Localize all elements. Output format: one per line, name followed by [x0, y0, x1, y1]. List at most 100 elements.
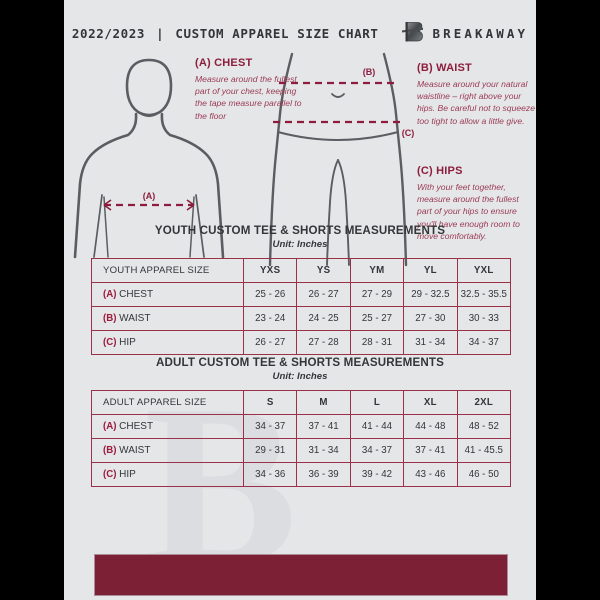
lower-body-figure — [268, 52, 408, 267]
table-row: (C) HIP 34 - 36 36 - 39 39 - 42 43 - 46 … — [91, 462, 512, 487]
youth-row-0-name: CHEST — [119, 289, 154, 300]
adult-cell-2-1: 36 - 39 — [296, 462, 351, 487]
adult-cell-2-0: 34 - 36 — [242, 462, 298, 487]
callout-hips-body: With your feet together, measure around … — [417, 182, 520, 241]
measurement-diagram: (A) (B) — [64, 52, 536, 267]
youth-table-header-row: YOUTH APPAREL SIZE YXS YS YM YL YXL — [91, 258, 512, 283]
youth-cell-0-4: 32.5 - 35.5 — [456, 282, 512, 307]
adult-cell-0-4: 48 - 52 — [456, 414, 512, 439]
callout-hips-title: (C) HIPS — [417, 165, 463, 177]
youth-header-label: YOUTH APPAREL SIZE — [91, 258, 244, 283]
callout-waist-title: (B) WAIST — [417, 62, 472, 74]
youth-cell-1-3: 27 - 30 — [403, 306, 458, 331]
adult-col-3: XL — [403, 390, 458, 415]
youth-col-3: YL — [403, 258, 458, 283]
adult-cell-2-2: 39 - 42 — [349, 462, 405, 487]
adult-row-2-name: HIP — [119, 469, 136, 480]
adult-cell-0-2: 41 - 44 — [349, 414, 405, 439]
adult-row-0-name: CHEST — [119, 421, 154, 432]
adult-size-table: ADULT APPAREL SIZE S M L XL 2XL (A) CHES… — [91, 390, 512, 487]
page-header: 2022/2023 | CUSTOM APPAREL SIZE CHART — [64, 18, 536, 48]
size-chart-sheet: B 2022/2023 | CUSTOM APPAREL SIZE CHART — [64, 0, 536, 600]
youth-row-1-label: (B) WAIST — [91, 306, 244, 331]
body-figures-illustration: (A) (B) — [73, 52, 415, 267]
adult-col-1: M — [296, 390, 351, 415]
adult-row-2-label: (C) HIP — [91, 462, 244, 487]
waist-marker-label: (B) — [363, 67, 376, 77]
youth-row-0-tag: (A) — [103, 289, 117, 300]
callout-chest: (A) CHEST Measure around the fullest par… — [195, 57, 307, 122]
youth-cell-1-4: 30 - 33 — [456, 306, 512, 331]
youth-cell-1-1: 24 - 25 — [296, 306, 351, 331]
header-separator: | — [156, 25, 165, 41]
youth-cell-2-0: 26 - 27 — [242, 330, 298, 355]
youth-row-0-label: (A) CHEST — [91, 282, 244, 307]
adult-row-2-tag: (C) — [103, 469, 117, 480]
callout-hips: (C) HIPS With your feet together, measur… — [417, 165, 535, 242]
callout-waist: (B) WAIST Measure around your natural wa… — [417, 62, 535, 127]
page-title: 2022/2023 | CUSTOM APPAREL SIZE CHART — [72, 26, 379, 41]
youth-cell-1-2: 25 - 27 — [349, 306, 405, 331]
adult-cell-0-0: 34 - 37 — [242, 414, 298, 439]
chest-measure-line — [103, 199, 195, 211]
table-row: (A) CHEST 34 - 37 37 - 41 41 - 44 44 - 4… — [91, 414, 512, 439]
youth-col-2: YM — [349, 258, 405, 283]
header-title-text: CUSTOM APPAREL SIZE CHART — [175, 25, 379, 41]
brand-name: BREAKAWAY — [432, 25, 529, 41]
youth-title-text: YOUTH CUSTOM TEE & SHORTS MEASUREMENTS — [154, 224, 446, 237]
table-row: (C) HIP 26 - 27 27 - 28 28 - 31 31 - 34 … — [91, 330, 512, 355]
chest-marker-label: (A) — [143, 191, 156, 201]
youth-row-2-tag: (C) — [103, 337, 117, 348]
youth-row-2-name: HIP — [119, 337, 136, 348]
youth-col-1: YS — [296, 258, 351, 283]
brand-lockup: BREAKAWAY — [401, 20, 529, 47]
adult-cell-2-3: 43 - 46 — [403, 462, 458, 487]
adult-table-header-row: ADULT APPAREL SIZE S M L XL 2XL — [91, 390, 512, 415]
adult-col-0: S — [242, 390, 298, 415]
upper-body-figure — [73, 58, 225, 259]
adult-col-4: 2XL — [456, 390, 512, 415]
youth-cell-2-1: 27 - 28 — [296, 330, 351, 355]
youth-cell-0-0: 25 - 26 — [242, 282, 298, 307]
hips-marker-label: (C) — [402, 128, 415, 138]
callout-chest-title: (A) CHEST — [195, 57, 253, 69]
header-season: 2022/2023 — [71, 25, 145, 41]
adult-row-1-label: (B) WAIST — [91, 438, 244, 463]
adult-title-text: ADULT CUSTOM TEE & SHORTS MEASUREMENTS — [155, 356, 445, 369]
adult-cell-0-3: 44 - 48 — [403, 414, 458, 439]
youth-cell-2-4: 34 - 37 — [456, 330, 512, 355]
adult-row-0-tag: (A) — [103, 421, 117, 432]
youth-cell-2-3: 31 - 34 — [403, 330, 458, 355]
callout-chest-body: Measure around the fullest part of your … — [195, 74, 302, 121]
adult-cell-1-4: 41 - 45.5 — [456, 438, 512, 463]
adult-cell-2-4: 46 - 50 — [456, 462, 512, 487]
footer-banner — [94, 554, 508, 596]
youth-section-title: YOUTH CUSTOM TEE & SHORTS MEASUREMENTS U… — [64, 224, 536, 250]
adult-cell-0-1: 37 - 41 — [296, 414, 351, 439]
adult-row-0-label: (A) CHEST — [91, 414, 244, 439]
adult-row-1-name: WAIST — [119, 445, 151, 456]
breakaway-b-logo-icon — [401, 21, 423, 41]
table-row: (B) WAIST 23 - 24 24 - 25 25 - 27 27 - 3… — [91, 306, 512, 331]
youth-cell-0-1: 26 - 27 — [296, 282, 351, 307]
youth-cell-0-3: 29 - 32.5 — [403, 282, 458, 307]
adult-cell-1-2: 34 - 37 — [349, 438, 405, 463]
adult-cell-1-3: 37 - 41 — [403, 438, 458, 463]
adult-cell-1-1: 31 - 34 — [296, 438, 351, 463]
adult-header-label: ADULT APPAREL SIZE — [91, 390, 244, 415]
youth-cell-1-0: 23 - 24 — [242, 306, 298, 331]
youth-cell-2-2: 28 - 31 — [349, 330, 405, 355]
youth-row-2-label: (C) HIP — [91, 330, 244, 355]
table-row: (A) CHEST 25 - 26 26 - 27 27 - 29 29 - 3… — [91, 282, 512, 307]
youth-unit-text: Unit: Inches — [272, 239, 328, 250]
youth-row-1-name: WAIST — [119, 313, 151, 324]
table-row: (B) WAIST 29 - 31 31 - 34 34 - 37 37 - 4… — [91, 438, 512, 463]
adult-row-1-tag: (B) — [103, 445, 117, 456]
adult-cell-1-0: 29 - 31 — [242, 438, 298, 463]
youth-cell-0-2: 27 - 29 — [349, 282, 405, 307]
callout-waist-body: Measure around your natural waistline – … — [417, 79, 536, 126]
youth-row-1-tag: (B) — [103, 313, 117, 324]
youth-col-4: YXL — [456, 258, 512, 283]
adult-section-title: ADULT CUSTOM TEE & SHORTS MEASUREMENTS U… — [64, 356, 536, 382]
